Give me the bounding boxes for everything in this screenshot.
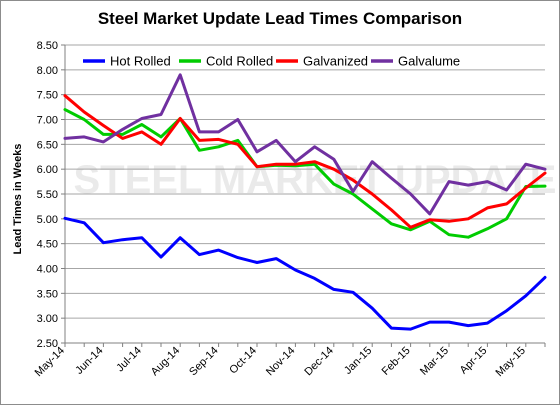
x-tick-label: Oct-14 xyxy=(227,345,259,377)
y-tick-label: 4.50 xyxy=(37,239,58,251)
y-tick-label: 4.00 xyxy=(37,264,58,276)
x-tick-label: Dec-14 xyxy=(302,345,336,379)
y-tick-label: 2.50 xyxy=(37,338,58,350)
y-tick-label: 6.50 xyxy=(37,139,58,151)
x-tick-label: Jan-15 xyxy=(342,345,374,377)
x-tick-label: Nov-14 xyxy=(264,345,298,379)
chart-title: Steel Market Update Lead Times Compariso… xyxy=(97,9,463,28)
y-tick-label: 7.00 xyxy=(37,115,58,127)
y-tick-label: 7.50 xyxy=(37,90,58,102)
legend-label: Cold Rolled xyxy=(206,54,273,69)
legend-label: Galvalume xyxy=(398,54,460,69)
x-tick-label: Feb-15 xyxy=(380,345,413,378)
series-line-galvalume xyxy=(63,73,547,216)
legend-label: Galvanized xyxy=(303,54,368,69)
series-line-hot-rolled xyxy=(63,216,547,331)
x-tick-label: Jun-14 xyxy=(73,345,105,377)
x-tick-label: Sep-14 xyxy=(187,345,221,379)
legend-label: Hot Rolled xyxy=(110,54,171,69)
y-tick-label: 3.00 xyxy=(37,313,58,325)
y-tick-label: 3.50 xyxy=(37,288,58,300)
y-tick-label: 8.00 xyxy=(37,65,58,77)
y-tick-label: 5.50 xyxy=(37,189,58,201)
x-tick-label: Jul-14 xyxy=(114,345,144,375)
y-tick-label: 8.50 xyxy=(37,40,58,52)
x-tick-label: May-15 xyxy=(493,345,527,379)
x-tick-label: Apr-15 xyxy=(458,345,490,377)
y-tick-label: 5.00 xyxy=(37,214,58,226)
y-axis-title: Lead Times in Weeks xyxy=(12,144,24,255)
series-line-galvanized xyxy=(63,94,547,229)
y-tick-label: 6.00 xyxy=(37,164,58,176)
x-tick-label: Mar-15 xyxy=(418,345,451,378)
x-tick-label: Aug-14 xyxy=(149,345,183,379)
series-line-cold-rolled xyxy=(63,108,547,239)
